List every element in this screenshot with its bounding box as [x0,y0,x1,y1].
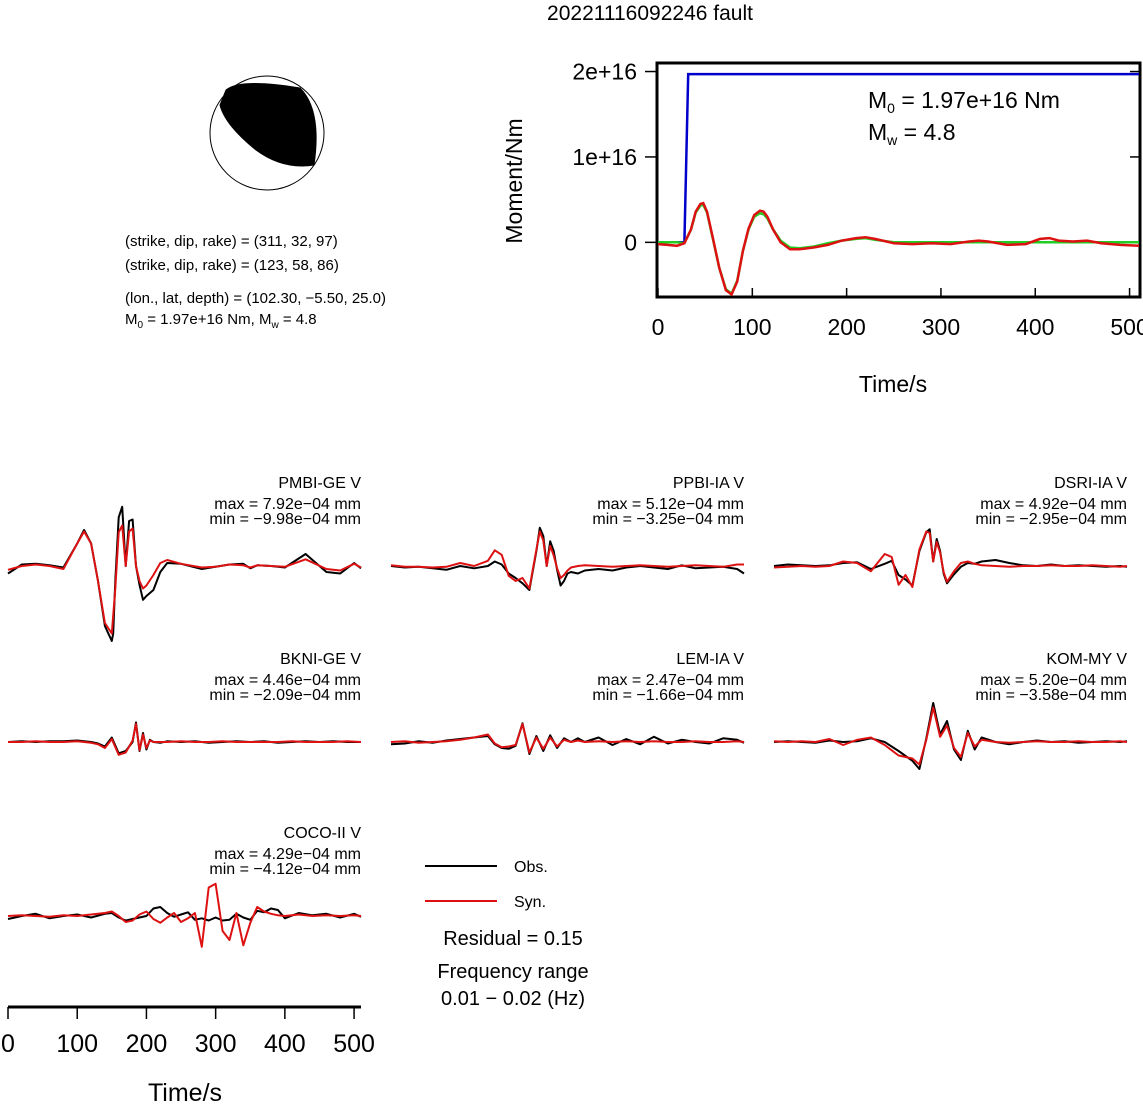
moment-y-tick-label: 0 [624,229,637,255]
moment-plot-frame [655,61,1142,299]
moment-x-tick-label: 200 [827,314,865,340]
station-max: max = 4.46e−04 mm [214,672,361,689]
moment-series [657,72,1140,297]
nodal-plane-2: (strike, dip, rake) = (123, 58, 86) [125,257,339,274]
station-name: PMBI-GE V [278,475,361,492]
legend-obs-label: Obs. [514,859,548,876]
station-min: min = −2.95e−04 mm [975,511,1127,528]
moment-y-tick-label: 2e+16 [572,59,637,85]
station-min: min = −2.09e−04 mm [209,687,361,704]
legend-syn-label: Syn. [514,894,546,911]
waveform-x-tick-label: 400 [264,1030,306,1058]
station-max: max = 4.29e−04 mm [214,846,361,863]
synthetic-trace [8,723,362,756]
synthetic-trace [7,524,362,635]
moment-x-axis-label: Time/s [859,371,927,397]
moment-x-tick-label: 300 [922,314,960,340]
moment-x-tick-label: 0 [652,314,665,340]
moment-panel: 0 100 200 300 400 500 0 1e+16 2e+16 Moment/Nm Ti… [501,59,1143,397]
waveform-x-tick-label: 0 [1,1030,15,1058]
focal-mechanism-beachball [209,75,325,191]
moment-magnitude-line: M0 = 1.97e+16 Nm, Mw = 4.8 [125,311,317,331]
moment-series-moment_rate_fit [658,203,1139,296]
observed-trace [390,526,745,591]
station-name: DSRI-IA V [1054,475,1127,492]
waveform-time-axis: 0 100 200 300 400 500 [1,1005,375,1058]
station-min: min = −3.25e−04 mm [592,511,744,528]
moment-y-axis-label: Moment/Nm [501,118,527,243]
waveform-x-tick-label: 100 [56,1030,98,1058]
waveform-legend: Obs. Syn. Residual = 0.15 Frequency rang… [425,859,589,1010]
residual-text: Residual = 0.15 [443,928,583,950]
station-min: min = −1.66e−04 mm [592,687,744,704]
synthetic-trace [7,882,362,948]
moment-m0-annotation: M0 = 1.97e+16 Nm [868,87,1060,116]
station-name: KOM-MY V [1046,651,1127,668]
frequency-range-title: Frequency range [437,961,588,983]
focal-parameters: (strike, dip, rake) = (311, 32, 97) (str… [125,233,386,331]
station-max: max = 5.12e−04 mm [597,496,744,513]
moment-x-tick-label: 500 [1110,314,1143,340]
station-min: min = −9.98e−04 mm [209,511,361,528]
waveform-x-tick-label: 500 [333,1030,375,1058]
station-max: max = 2.47e−04 mm [597,672,744,689]
observed-trace [7,906,362,922]
moment-y-tick-label: 1e+16 [572,144,637,170]
frequency-range-value: 0.01 − 0.02 (Hz) [441,988,585,1010]
synthetic-trace [390,723,745,754]
synthetic-trace [773,530,1128,588]
moment-mw-annotation: Mw = 4.8 [868,119,955,148]
waveform-x-tick-label: 300 [195,1030,237,1058]
synthetic-trace [390,530,744,590]
moment-x-tick-label: 400 [1016,314,1054,340]
station-min: min = −3.58e−04 mm [975,687,1127,704]
waveform-x-tick-label: 200 [126,1030,168,1058]
moment-x-tick-label: 100 [733,314,771,340]
observed-trace [390,722,745,755]
station-max: max = 5.20e−04 mm [980,672,1127,689]
station-name: PPBI-IA V [673,475,744,492]
station-name: BKNI-GE V [280,651,361,668]
nodal-plane-1: (strike, dip, rake) = (311, 32, 97) [125,233,338,250]
station-name: COCO-II V [284,825,362,842]
station-max: max = 7.92e−04 mm [214,496,361,513]
waveform-x-axis-label: Time/s [148,1079,222,1104]
synthetic-trace [773,706,1128,766]
moment-series-moment_rate [657,201,1140,297]
moment-axis-ticks: 0 100 200 300 400 500 0 1e+16 2e+16 [572,59,1143,340]
figure-title: 20221116092246 fault [547,2,753,25]
observed-trace [7,721,361,755]
station-name: LEM-IA V [676,651,744,668]
station-min: min = −4.12e−04 mm [209,861,361,878]
station-max: max = 4.92e−04 mm [980,496,1127,513]
hypocenter-location: (lon., lat, depth) = (102.30, −5.50, 25.… [125,290,386,307]
